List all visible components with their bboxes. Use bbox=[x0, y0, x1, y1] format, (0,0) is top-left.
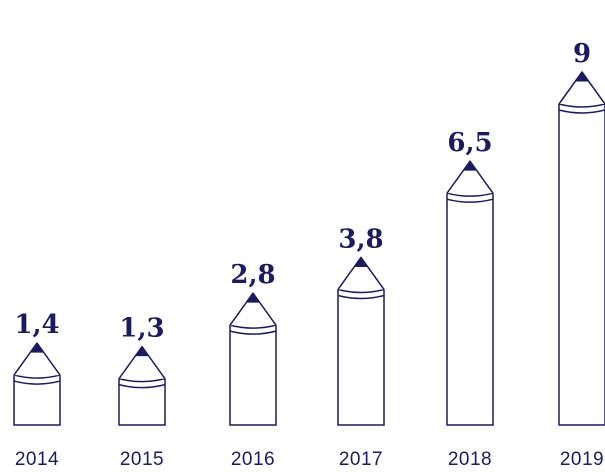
pencil-collar-top bbox=[13, 374, 61, 379]
x-tick-label: 2019 bbox=[560, 449, 604, 470]
pencil-tip bbox=[29, 342, 45, 353]
pencil-collar-top bbox=[337, 288, 385, 294]
pencil-tip bbox=[462, 160, 478, 171]
pencil-collar-top bbox=[229, 324, 277, 329]
pencil-body bbox=[446, 193, 494, 426]
pencil-collar-bottom bbox=[118, 383, 166, 389]
pencil-body bbox=[558, 104, 605, 426]
pencil-collar-bottom bbox=[558, 109, 605, 114]
pencil-bar-2018: 6,5 bbox=[446, 128, 494, 426]
x-tick-label: 2017 bbox=[339, 449, 383, 470]
pencil-body bbox=[13, 375, 61, 426]
x-tick-label: 2014 bbox=[15, 449, 59, 470]
pencil-bar-2017: 3,8 bbox=[337, 224, 385, 426]
pencil-collar-top bbox=[558, 103, 605, 108]
pencil-tip bbox=[353, 256, 369, 267]
data-label: 9 bbox=[573, 39, 591, 69]
pencil-tip bbox=[245, 292, 261, 303]
pencil-bar-2015: 1,3 bbox=[118, 314, 166, 426]
data-label: 3,8 bbox=[338, 224, 383, 254]
pencil-collar-top bbox=[446, 192, 494, 197]
pencil-collar-top bbox=[118, 377, 166, 383]
pencil-collar-bottom bbox=[446, 198, 494, 203]
pencil-collar-bottom bbox=[229, 330, 277, 335]
pencil-collar-bottom bbox=[13, 380, 61, 385]
x-tick-label: 2015 bbox=[120, 449, 164, 470]
data-label: 1,3 bbox=[119, 314, 164, 344]
x-tick-label: 2018 bbox=[448, 449, 492, 470]
pencil-collar-bottom bbox=[337, 294, 385, 300]
pencil-bar-2019: 9 bbox=[558, 39, 605, 426]
pencil-bar-2016: 2,8 bbox=[229, 260, 277, 426]
pencil-body bbox=[337, 289, 385, 426]
pencil-body bbox=[229, 325, 277, 426]
data-label: 1,4 bbox=[14, 310, 59, 340]
pencil-body bbox=[118, 378, 166, 426]
data-label: 6,5 bbox=[447, 128, 492, 158]
pencil-bar-2014: 1,4 bbox=[13, 310, 61, 426]
pencil-tip bbox=[134, 345, 150, 357]
data-label: 2,8 bbox=[230, 260, 275, 290]
pencil-tip bbox=[574, 71, 590, 82]
x-tick-label: 2016 bbox=[231, 449, 275, 470]
